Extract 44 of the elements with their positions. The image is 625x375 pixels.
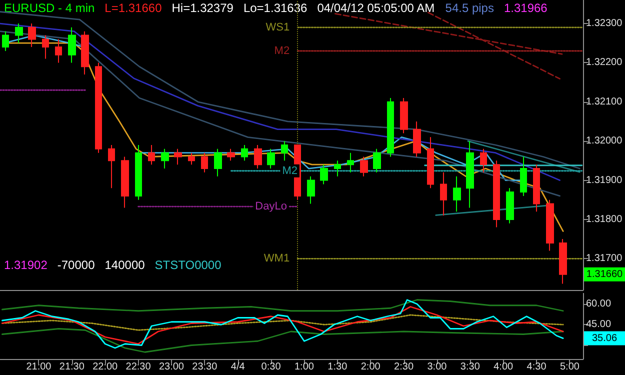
x-tick-label: 21:00 xyxy=(26,362,52,372)
x-tick-label: 21:30 xyxy=(59,362,85,372)
x-tick-label: 5:00 xyxy=(560,362,580,372)
x-tick-label: 23:00 xyxy=(158,362,184,372)
x-tick-label: 1:00 xyxy=(294,362,314,372)
annotation: -70000 xyxy=(57,258,96,272)
annotation: 1.31966 xyxy=(504,1,548,15)
x-tick-label: 2:30 xyxy=(394,362,414,372)
y-tick-label: 1.32300 xyxy=(586,18,623,30)
annotation: DayLo xyxy=(255,200,287,213)
y-tick-label: 1.32000 xyxy=(586,136,623,147)
annotation: 1.31902 xyxy=(4,258,48,272)
series-label: WS1 xyxy=(266,21,290,34)
x-tick-label: 4/4 xyxy=(230,362,246,372)
annotation: 04/04/12 05:05:00 AM xyxy=(317,1,435,15)
annotation: 54.5 pips xyxy=(445,1,494,15)
y-tick-label: 45.00 xyxy=(586,319,612,330)
annotation: Lo=1.31636 xyxy=(243,1,308,15)
series-label: M2 xyxy=(274,44,290,57)
x-tick-label: 2:00 xyxy=(360,362,381,372)
chart-title: EURUSD - 4 min xyxy=(4,1,95,15)
annotation: 140000 xyxy=(104,258,146,272)
x-tick-label: 4:00 xyxy=(494,362,514,372)
x-tick-label: 22:00 xyxy=(92,362,118,372)
annotation: STSTO0000 xyxy=(154,258,222,272)
annotation: 1.31660 xyxy=(586,268,624,280)
y-tick-label: 1.32200 xyxy=(586,57,623,68)
y-tick-label: 1.31800 xyxy=(586,214,623,225)
x-tick-label: 0:30 xyxy=(261,362,282,372)
annotation: L=1.31660 xyxy=(104,1,162,15)
y-tick-label: 60.00 xyxy=(586,298,612,310)
annotation: 35.06 xyxy=(592,332,618,344)
y-tick-label: 1.31900 xyxy=(586,174,623,186)
x-tick-label: 23:30 xyxy=(192,362,218,372)
x-tick-label: 4:30 xyxy=(526,362,547,372)
x-tick-label: 3:00 xyxy=(427,362,448,372)
x-tick-label: 1:30 xyxy=(328,362,348,372)
annotation: Hi=1.32379 xyxy=(172,1,234,15)
y-tick-label: 1.31700 xyxy=(586,253,623,264)
y-tick-label: 1.32100 xyxy=(586,96,623,108)
series-label: WM1 xyxy=(264,252,290,265)
x-tick-label: 3:30 xyxy=(460,362,480,372)
x-tick-label: 22:30 xyxy=(126,362,152,372)
annotation: M2 xyxy=(282,164,298,177)
